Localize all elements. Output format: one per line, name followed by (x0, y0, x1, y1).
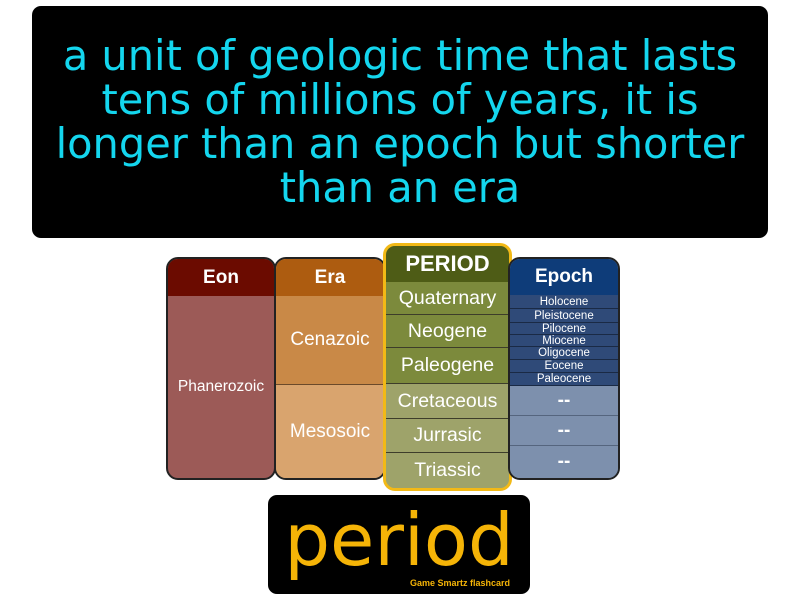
era-column: Era Cenazoic Mesosoic (274, 257, 386, 480)
epoch-cell-oligocene: Oligocene (510, 347, 618, 360)
epoch-header: Epoch (510, 259, 618, 295)
epoch-cell-miocene: Miocene (510, 335, 618, 347)
epoch-cell-holocene: Holocene (510, 295, 618, 309)
era-header: Era (276, 259, 384, 296)
epoch-cell-blank-1: -- (510, 386, 618, 416)
eon-column: Eon Phanerozoic (166, 257, 276, 480)
period-cell-jurassic: Jurrasic (386, 419, 509, 453)
period-column: PERIOD Quaternary Neogene Paleogene Cret… (383, 243, 512, 491)
definition-text: a unit of geologic time that lasts tens … (55, 31, 745, 212)
period-cell-cretaceous: Cretaceous (386, 384, 509, 419)
epoch-cell-paleocene: Paleocene (510, 373, 618, 386)
term-panel: period Game Smartz flashcard (268, 495, 530, 594)
epoch-cell-blank-3: -- (510, 446, 618, 478)
definition-panel: a unit of geologic time that lasts tens … (32, 6, 768, 238)
term-word: period (284, 498, 514, 582)
eon-cell-phanerozoic: Phanerozoic (177, 378, 265, 395)
epoch-column: Epoch Holocene Pleistocene Pilocene Mioc… (508, 257, 620, 480)
period-cell-neogene: Neogene (386, 315, 509, 348)
era-cell-mesozoic: Mesosoic (276, 385, 384, 478)
era-cell-cenozoic: Cenazoic (276, 296, 384, 385)
period-cell-triassic: Triassic (386, 453, 509, 488)
brand-label: Game Smartz flashcard (409, 578, 510, 588)
epoch-cell-pliocene: Pilocene (510, 323, 618, 335)
period-cell-quaternary: Quaternary (386, 282, 509, 315)
epoch-cell-pleistocene: Pleistocene (510, 309, 618, 323)
period-cell-paleogene: Paleogene (386, 348, 509, 384)
eon-header: Eon (168, 259, 274, 296)
epoch-cell-blank-2: -- (510, 416, 618, 446)
period-header: PERIOD (386, 246, 509, 282)
epoch-cell-eocene: Eocene (510, 360, 618, 373)
